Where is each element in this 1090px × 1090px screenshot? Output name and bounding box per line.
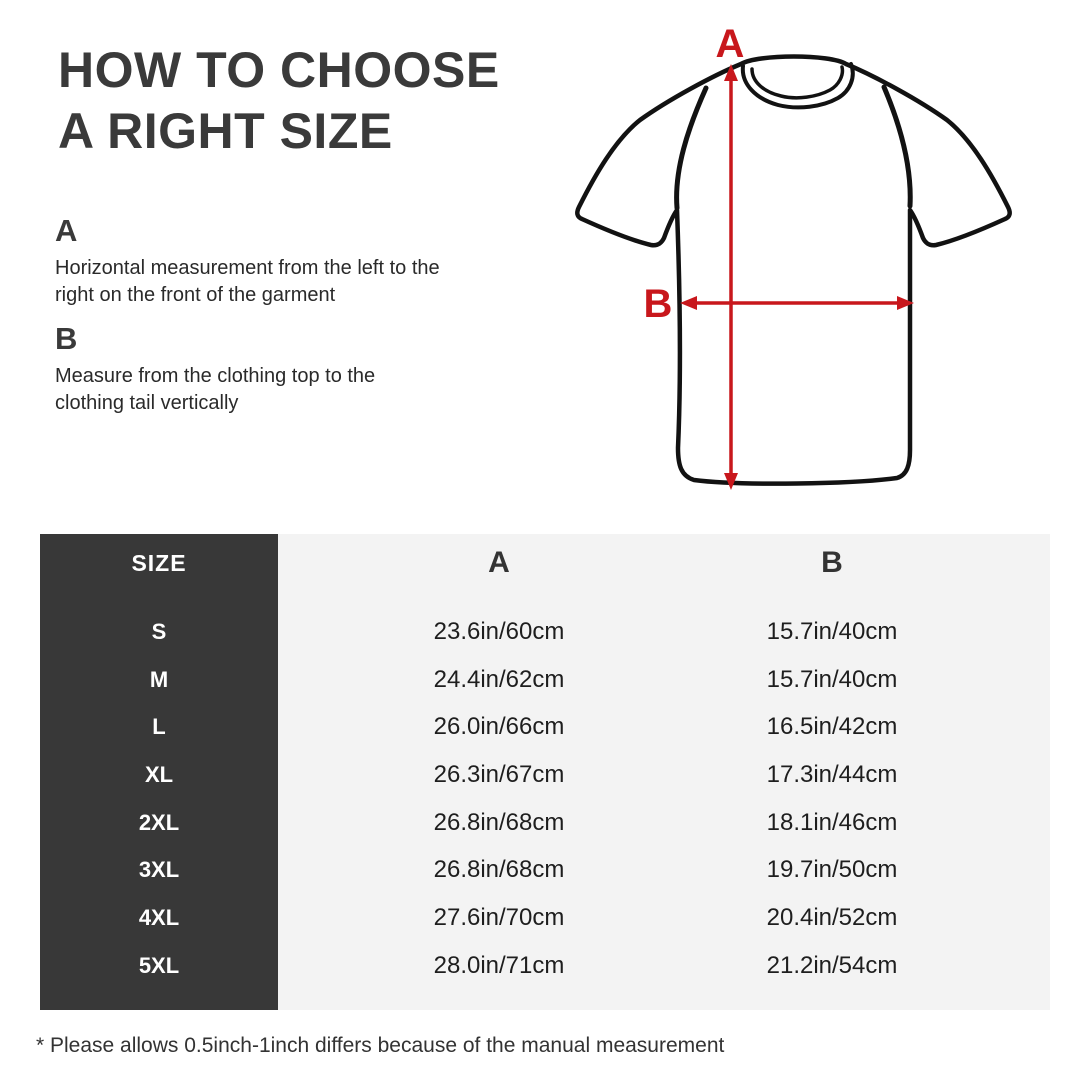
a-value-cell: 27.6in/70cm: [433, 903, 565, 931]
table-row: 3XL 26.8in/68cm 19.7in/50cm: [40, 846, 1050, 894]
diagram-label-a: A: [716, 22, 745, 66]
b-value-cell: 21.2in/54cm: [766, 951, 898, 979]
size-table: SIZE A B S 23.6in/60cm 15.7in/40cm M 24.…: [40, 534, 1050, 1010]
size-column-background: [40, 534, 278, 1010]
tshirt-diagram: A B: [575, 22, 1012, 490]
b-value-cell: 20.4in/52cm: [766, 903, 898, 931]
legend-a: A Horizontal measurement from the left t…: [55, 214, 525, 309]
column-header-a: A: [488, 546, 510, 579]
a-value-cell: 24.4in/62cm: [433, 665, 565, 693]
a-value-cell: 26.3in/67cm: [433, 760, 565, 788]
b-value-cell: 16.5in/42cm: [766, 713, 898, 741]
table-row: L 26.0in/66cm 16.5in/42cm: [40, 703, 1050, 751]
legend-b: B Measure from the clothing top to the c…: [55, 322, 525, 417]
legend-b-description: Measure from the clothing top to the clo…: [55, 363, 525, 417]
a-value-cell: 26.0in/66cm: [433, 713, 565, 741]
measure-a-arrowhead-top: [724, 64, 738, 81]
b-value-cell: 15.7in/40cm: [766, 617, 898, 645]
size-cell: 5XL: [138, 952, 180, 978]
a-value-cell: 26.8in/68cm: [433, 808, 565, 836]
table-row: 4XL 27.6in/70cm 20.4in/52cm: [40, 894, 1050, 942]
table-header-row: SIZE A B: [40, 534, 1050, 592]
legend-b-line-1: Measure from the clothing top to the: [55, 365, 376, 387]
table-row: 5XL 28.0in/71cm 21.2in/54cm: [40, 942, 1050, 990]
legend-b-line-2: clothing tail vertically: [55, 392, 239, 414]
b-value-cell: 18.1in/46cm: [766, 808, 898, 836]
table-row: S 23.6in/60cm 15.7in/40cm: [40, 608, 1050, 656]
measure-a-arrowhead-bottom: [724, 473, 738, 490]
size-cell: 4XL: [138, 904, 180, 930]
page-title: HOW TO CHOOSE A RIGHT SIZE: [58, 40, 500, 162]
legend-a-line-1: Horizontal measurement from the left to …: [55, 257, 440, 279]
size-cell: XL: [144, 761, 174, 787]
footnote: * Please allows 0.5inch-1inch differs be…: [36, 1034, 725, 1057]
left-armhole-seam: [674, 85, 709, 211]
size-cell: L: [152, 714, 166, 740]
size-cell: M: [149, 666, 169, 692]
page-title-line-1: HOW TO CHOOSE: [58, 42, 500, 98]
column-header-b: B: [821, 546, 843, 579]
column-header-size: SIZE: [131, 549, 187, 576]
legend-b-letter: B: [55, 321, 78, 356]
page-title-line-2: A RIGHT SIZE: [58, 103, 393, 159]
collar-outer-line: [740, 62, 855, 110]
size-cell: S: [151, 618, 167, 644]
a-value-cell: 26.8in/68cm: [433, 856, 565, 884]
b-value-cell: 19.7in/50cm: [766, 856, 898, 884]
b-value-cell: 17.3in/44cm: [766, 760, 898, 788]
table-row: XL 26.3in/67cm 17.3in/44cm: [40, 751, 1050, 799]
b-value-cell: 15.7in/40cm: [766, 665, 898, 693]
a-value-cell: 23.6in/60cm: [433, 617, 565, 645]
size-cell: 2XL: [138, 809, 180, 835]
legend-a-letter: A: [55, 213, 78, 248]
size-cell: 3XL: [138, 857, 180, 883]
values-background: [278, 534, 1050, 1010]
a-value-cell: 28.0in/71cm: [433, 951, 565, 979]
table-row: 2XL 26.8in/68cm 18.1in/46cm: [40, 799, 1050, 847]
tshirt-outline: [575, 54, 1012, 486]
table-row: M 24.4in/62cm 15.7in/40cm: [40, 656, 1050, 704]
right-armhole-seam: [881, 84, 913, 209]
table-body: S 23.6in/60cm 15.7in/40cm M 24.4in/62cm …: [40, 592, 1050, 990]
measure-b-arrowhead-right: [897, 296, 914, 310]
legend-a-line-2: right on the front of the garment: [55, 284, 336, 306]
diagram-label-b: B: [644, 282, 673, 326]
measure-b-arrowhead-left: [680, 296, 697, 310]
collar-inner-line: [750, 65, 845, 100]
legend-a-description: Horizontal measurement from the left to …: [55, 255, 525, 309]
